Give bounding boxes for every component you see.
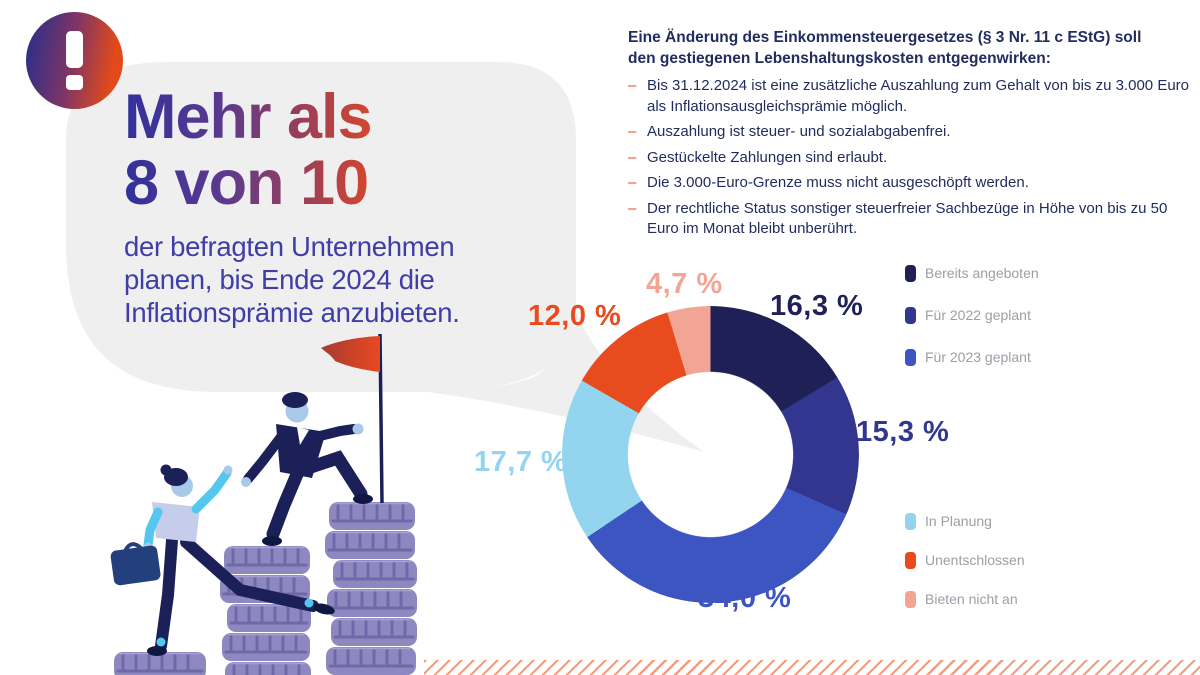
legend-swatch-icon (905, 512, 916, 530)
donut-chart (562, 306, 859, 603)
alert-badge (26, 12, 123, 109)
bullet-list: – Bis 31.12.2024 ist eine zusätzliche Aus… (628, 76, 1194, 240)
headline-subtext: der befragten Unternehmen planen, bis En… (124, 231, 460, 328)
legend-item: In Planung (905, 512, 1025, 530)
legend-item: Für 2022 geplant (905, 306, 1039, 324)
legend-group-top: Bereits angeboten Für 2022 geplant Für 2… (905, 264, 1039, 390)
briefcase-icon (110, 542, 161, 586)
legend-item: Bieten nicht an (905, 590, 1025, 608)
legend-swatch-icon (905, 348, 916, 366)
legend-swatch-icon (905, 551, 916, 569)
bullet-item: – Die 3.000-Euro-Grenze muss nicht ausges… (628, 174, 1029, 191)
slice-value-label: 4,7 % (646, 268, 723, 300)
legend-swatch-icon (905, 590, 916, 608)
person-climbing (110, 464, 335, 656)
slice-value-label: 16,3 % (770, 290, 864, 322)
legend-swatch-icon (905, 306, 916, 324)
legend-item: Für 2023 geplant (905, 348, 1039, 366)
coin-stack-medium (220, 546, 311, 675)
bullet-item: – Der rechtliche Status sonstiger steuerf… (628, 199, 1168, 238)
hatch-stripe-pattern (424, 660, 1200, 675)
headline-title: Mehr als 8 von 10 (124, 84, 460, 216)
flag-pole (378, 333, 384, 504)
legend-swatch-icon (905, 264, 916, 282)
legend-item: Unentschlossen (905, 551, 1025, 569)
headline-line2: 8 von 10 (124, 148, 369, 218)
exclamation-icon (66, 31, 83, 90)
slice-value-label: 12,0 % (528, 300, 622, 332)
coin-stack-small (114, 652, 206, 675)
legend-group-bottom: In Planung Unentschlossen Bieten nicht a… (905, 512, 1025, 629)
slice-value-label: 34,0 % (698, 582, 792, 614)
info-heading: Eine Änderung des Einkommensteuergesetze… (628, 29, 1142, 67)
coin-stack-tall (325, 502, 417, 675)
slice-value-label: 17,7 % (474, 446, 568, 478)
person-with-flag (241, 392, 373, 546)
bullet-item: – Bis 31.12.2024 ist eine zusätzliche Aus… (628, 77, 1189, 115)
legend-item: Bereits angeboten (905, 264, 1039, 282)
headline-line1: Mehr als (124, 82, 372, 152)
flag-icon (321, 336, 380, 372)
bullet-item: – Gestückelte Zahlungen sind erlaubt. (628, 148, 888, 166)
info-panel: Eine Änderung des Einkommensteuergesetze… (628, 28, 1194, 245)
headline-block: Mehr als 8 von 10 der befragten Unterneh… (124, 84, 460, 329)
slice-value-label: 15,3 % (856, 416, 950, 448)
bullet-item: – Auszahlung ist steuer- und sozialabgabe… (628, 123, 951, 140)
